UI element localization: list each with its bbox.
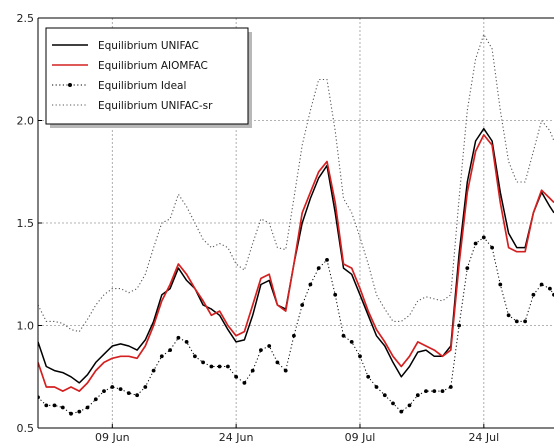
- series-point: [415, 393, 420, 398]
- series-point: [93, 397, 98, 402]
- series-point: [135, 393, 140, 398]
- series-point: [407, 403, 412, 408]
- series-point: [226, 364, 230, 369]
- series-point: [242, 381, 247, 385]
- series-point: [349, 340, 354, 344]
- series-point: [184, 340, 189, 344]
- series-point: [176, 335, 181, 340]
- series-point: [374, 385, 379, 389]
- series-point: [126, 391, 131, 395]
- series-point: [333, 292, 338, 297]
- series-point: [44, 403, 49, 408]
- legend-marker: [68, 83, 72, 87]
- series-point: [448, 385, 453, 389]
- series-point: [300, 303, 305, 307]
- series-point: [523, 319, 527, 324]
- y-tick-label: 1.0: [17, 320, 35, 333]
- y-tick-label: 2.5: [17, 12, 35, 25]
- series-point: [275, 360, 280, 365]
- series-point: [69, 411, 73, 416]
- series-point: [548, 286, 552, 291]
- series-point: [267, 344, 272, 348]
- series-point: [366, 374, 371, 379]
- series-point: [358, 354, 362, 359]
- series-point: [102, 389, 106, 393]
- y-tick-label: 0.5: [17, 422, 35, 435]
- legend-label: Equilibrium Ideal: [98, 80, 186, 92]
- series-point: [440, 389, 445, 393]
- series-point: [325, 258, 329, 262]
- y-ticks: 0.5 1.0 1.5 2.0 2.5: [17, 12, 42, 435]
- x-ticks: 09 Jun 24 Jun 09 Jul 24 Jul: [95, 424, 499, 444]
- series-point: [77, 409, 82, 414]
- series-point: [531, 292, 536, 297]
- series-line-3: [38, 236, 554, 415]
- series-point: [201, 360, 206, 365]
- series-point: [159, 354, 164, 359]
- series-point: [143, 385, 148, 389]
- x-tick-label: 24 Jul: [468, 431, 499, 444]
- series-point: [391, 401, 395, 406]
- series-point: [424, 389, 428, 393]
- series-point: [292, 333, 296, 338]
- series-line-2: [38, 134, 554, 392]
- series-point: [209, 364, 214, 369]
- series-point: [498, 282, 503, 287]
- series-point: [382, 393, 387, 398]
- series-point: [399, 409, 404, 414]
- legend-label: Equilibrium UNIFAC-sr: [98, 100, 213, 112]
- series-point: [473, 241, 478, 246]
- y-tick-label: 2.0: [17, 115, 35, 128]
- series-point: [259, 348, 263, 352]
- x-tick-label: 09 Jul: [345, 431, 376, 444]
- series-point: [250, 368, 255, 373]
- series-point: [457, 323, 461, 328]
- series-layer: [38, 33, 554, 416]
- series-point: [60, 405, 65, 410]
- series-point: [283, 368, 288, 373]
- series-point: [151, 368, 156, 373]
- series-point: [432, 389, 437, 393]
- series-point: [308, 282, 313, 287]
- series-point: [506, 313, 511, 318]
- series-point: [52, 403, 57, 408]
- series-point: [217, 364, 222, 369]
- series-point: [234, 374, 239, 379]
- x-tick-label: 09 Jun: [95, 431, 130, 444]
- y-tick-label: 1.5: [17, 217, 35, 230]
- series-point: [514, 319, 519, 324]
- series-point: [118, 387, 123, 391]
- legend-label: Equilibrium AIOMFAC: [98, 60, 208, 72]
- series-point: [341, 333, 346, 338]
- series-point: [110, 385, 115, 389]
- legend: Equilibrium UNIFAC Equilibrium AIOMFAC Equ…: [45, 27, 252, 128]
- series-point: [168, 348, 173, 352]
- series-point: [193, 354, 197, 359]
- legend-box: [45, 27, 249, 125]
- legend-label: Equilibrium UNIFAC: [98, 40, 199, 52]
- series-point: [316, 266, 321, 270]
- series-point: [481, 235, 486, 240]
- x-tick-label: 24 Jun: [219, 431, 254, 444]
- series-point: [465, 266, 470, 270]
- series-point: [490, 245, 494, 250]
- series-point: [85, 405, 90, 410]
- series-line-4: [38, 33, 554, 333]
- series-point: [539, 282, 544, 287]
